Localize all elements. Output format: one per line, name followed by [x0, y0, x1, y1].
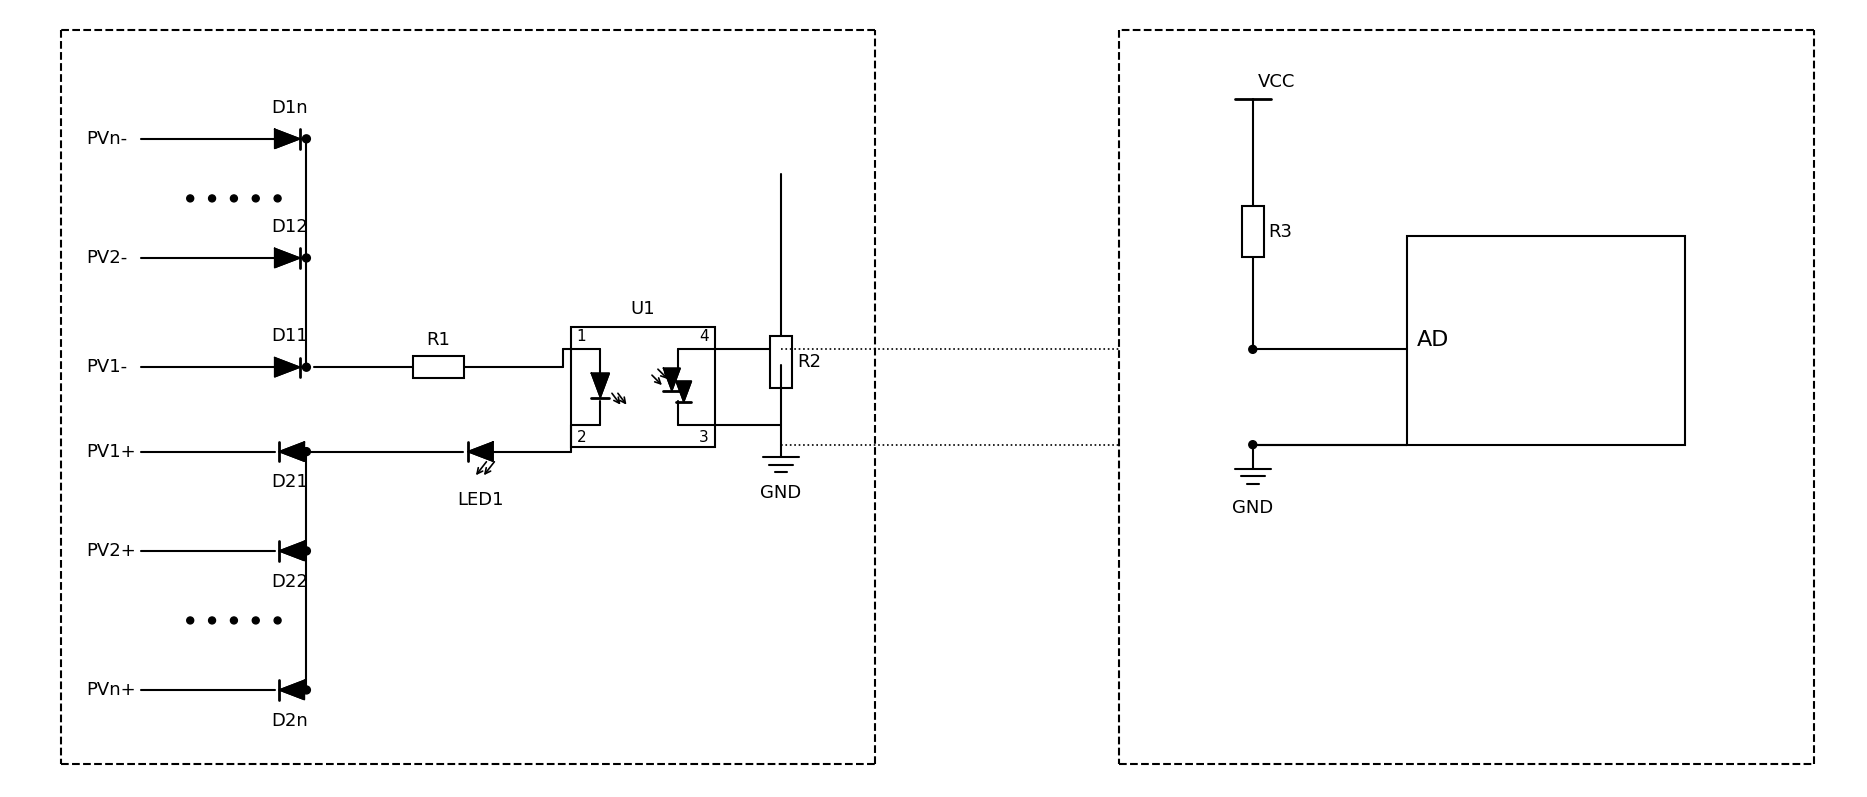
Polygon shape — [274, 129, 301, 148]
Bar — [571, 328, 715, 446]
Polygon shape — [278, 541, 304, 560]
Circle shape — [230, 195, 237, 202]
Bar — [771, 336, 792, 388]
Circle shape — [274, 617, 282, 624]
Circle shape — [1249, 441, 1256, 449]
Circle shape — [302, 254, 310, 262]
Text: D11: D11 — [271, 328, 308, 345]
Text: 4: 4 — [698, 329, 709, 344]
Bar — [1242, 206, 1264, 257]
Text: D21: D21 — [271, 473, 308, 492]
Text: R2: R2 — [797, 353, 821, 371]
Text: LED1: LED1 — [457, 491, 504, 509]
Circle shape — [187, 195, 194, 202]
Polygon shape — [676, 381, 691, 402]
Text: D22: D22 — [271, 573, 308, 591]
Bar — [1406, 236, 1684, 445]
Text: PVn-: PVn- — [86, 130, 127, 147]
Text: GND: GND — [760, 485, 801, 502]
Bar — [413, 356, 465, 378]
Text: 3: 3 — [698, 430, 709, 445]
Circle shape — [302, 448, 310, 456]
Circle shape — [274, 195, 282, 202]
Polygon shape — [274, 249, 301, 268]
Circle shape — [230, 617, 237, 624]
Circle shape — [252, 195, 260, 202]
Text: PV2+: PV2+ — [86, 542, 136, 560]
Text: PV1-: PV1- — [86, 358, 127, 376]
Circle shape — [302, 686, 310, 694]
Text: 1: 1 — [577, 329, 586, 344]
Circle shape — [302, 547, 310, 555]
Text: 2: 2 — [577, 430, 586, 445]
Circle shape — [209, 617, 215, 624]
Text: D1n: D1n — [271, 99, 308, 117]
Circle shape — [302, 135, 310, 143]
Text: VCC: VCC — [1258, 73, 1296, 91]
Text: R1: R1 — [426, 332, 450, 349]
Circle shape — [187, 617, 194, 624]
Text: GND: GND — [1232, 499, 1273, 517]
Polygon shape — [278, 681, 304, 700]
Circle shape — [1249, 345, 1256, 353]
Text: AD: AD — [1417, 331, 1449, 351]
Text: PV1+: PV1+ — [86, 442, 136, 461]
Circle shape — [252, 617, 260, 624]
Polygon shape — [592, 373, 609, 398]
Text: D2n: D2n — [271, 712, 308, 730]
Circle shape — [777, 345, 784, 353]
Polygon shape — [274, 358, 301, 377]
Text: D12: D12 — [271, 218, 308, 236]
Text: U1: U1 — [631, 300, 655, 317]
Text: R3: R3 — [1270, 222, 1292, 241]
Polygon shape — [469, 442, 493, 461]
Polygon shape — [278, 442, 304, 461]
Circle shape — [302, 363, 310, 371]
Polygon shape — [663, 368, 680, 391]
Text: PVn+: PVn+ — [86, 681, 136, 699]
Circle shape — [209, 195, 215, 202]
Text: PV2-: PV2- — [86, 249, 127, 267]
